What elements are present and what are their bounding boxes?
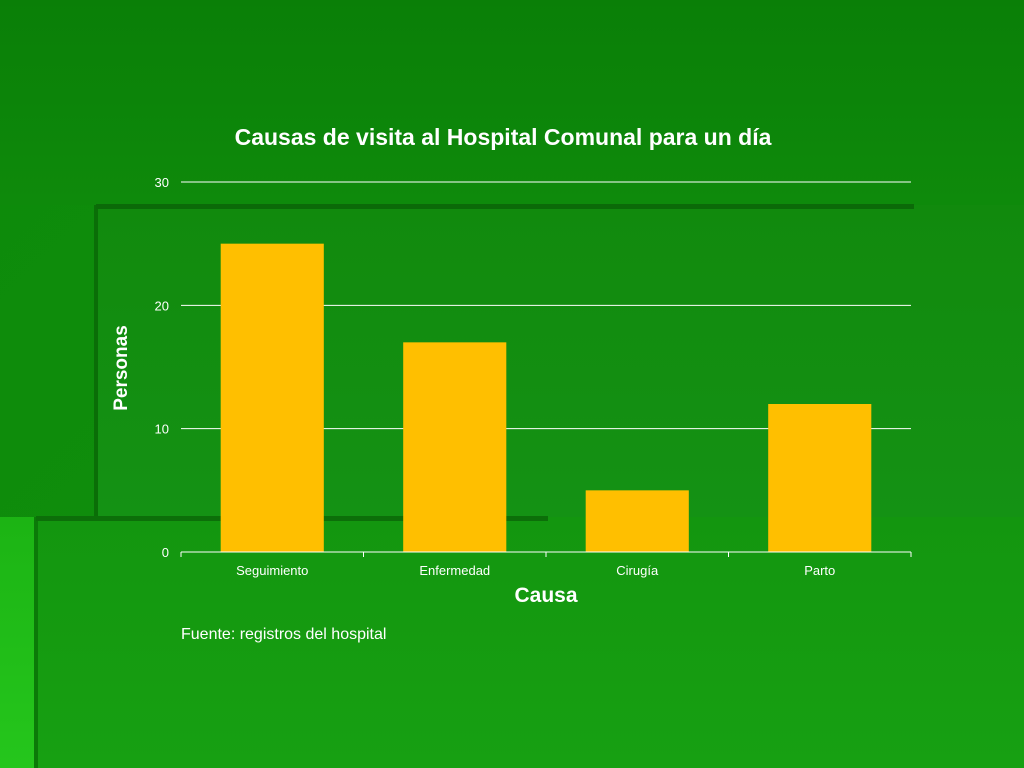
bars <box>220 243 872 552</box>
background-panel-top-line <box>96 204 914 209</box>
x-tick-label: Parto <box>804 563 835 578</box>
x-tick-label: Cirugía <box>616 563 659 578</box>
x-axis-label: Causa <box>514 584 578 607</box>
background-lower-panel-edge <box>34 517 38 768</box>
y-tick-label: 30 <box>155 175 169 190</box>
background-left-strip <box>0 517 34 768</box>
x-tick-label: Enfermedad <box>419 563 490 578</box>
x-tick-label: Seguimiento <box>236 563 308 578</box>
bar-seguimiento <box>220 243 324 552</box>
bar-parto <box>768 404 872 552</box>
bar-cirugía <box>585 490 689 552</box>
background-top-band <box>0 0 1024 205</box>
y-tick-label: 0 <box>162 545 169 560</box>
y-tick-label: 10 <box>155 422 169 437</box>
bar-enfermedad <box>403 342 507 552</box>
chart-title: Causas de visita al Hospital Comunal par… <box>234 124 772 150</box>
x-tick-labels: Seguimiento Enfermedad Cirugía Parto <box>180 552 912 578</box>
source-note: Fuente: registros del hospital <box>181 626 387 643</box>
y-tick-labels: 0 10 20 30 <box>155 175 169 560</box>
background-panel-edge <box>94 205 98 768</box>
background-lower-panel <box>36 517 1024 768</box>
y-tick-label: 20 <box>155 298 169 313</box>
